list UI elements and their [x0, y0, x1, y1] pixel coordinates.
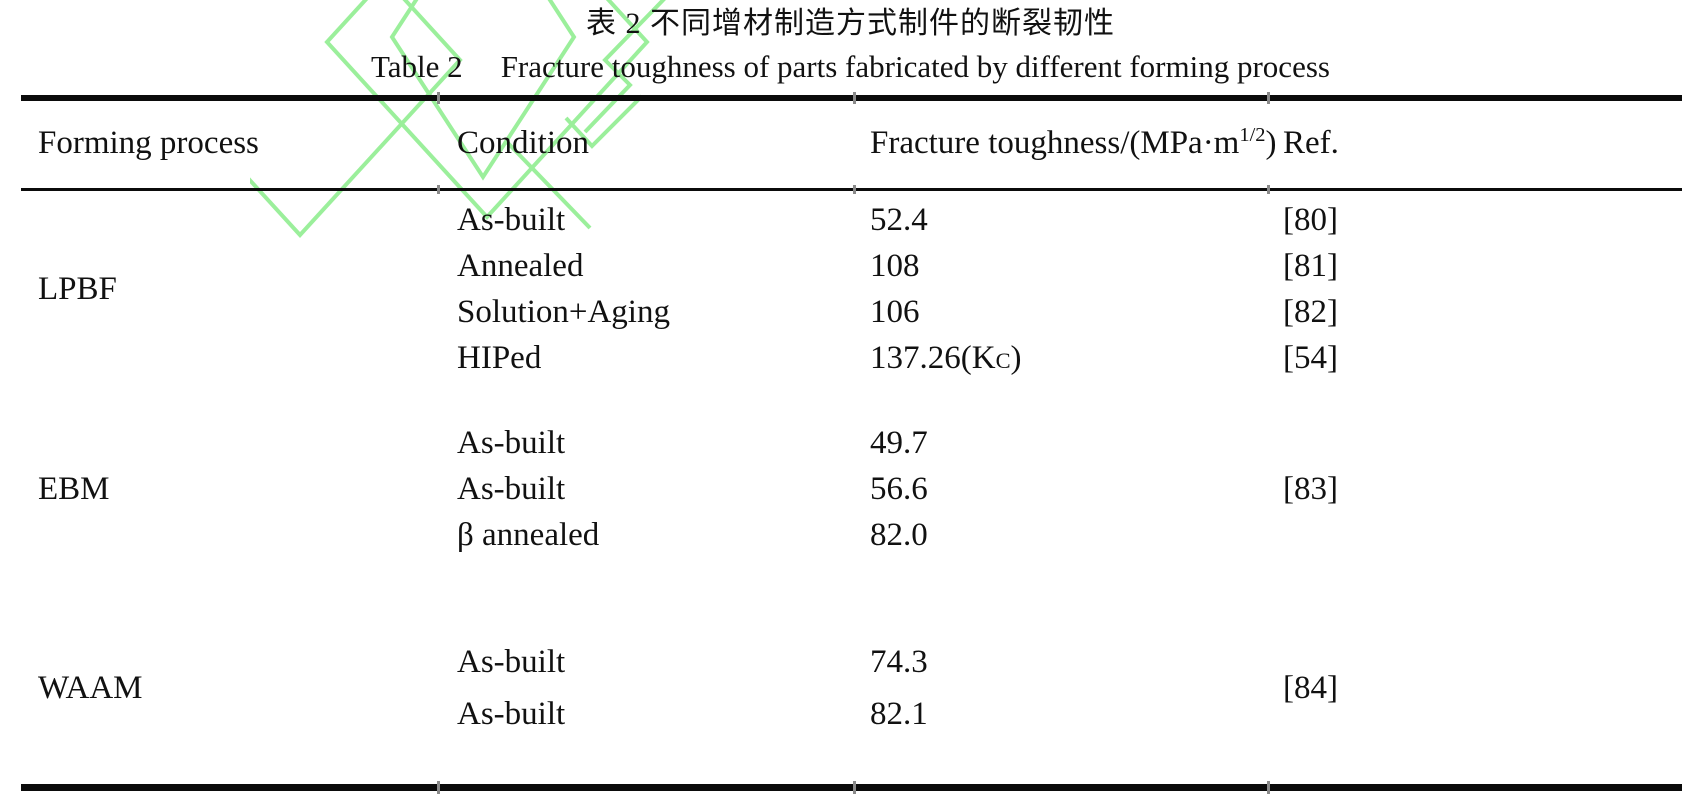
column-tick	[853, 92, 856, 104]
ref-cell: [80]	[1283, 202, 1338, 238]
table-caption-en-text: Fracture toughness of parts fabricated b…	[500, 49, 1330, 84]
header-fracture-toughness-base: Fracture toughness/(MPa·m	[870, 125, 1240, 161]
header-ref: Ref.	[1283, 125, 1339, 161]
column-tick	[1267, 92, 1270, 104]
value-subscript: C	[995, 348, 1011, 373]
ref-cell: [54]	[1283, 340, 1338, 376]
ref-cell: [81]	[1283, 248, 1338, 284]
table-caption-en: Table 2 Fracture toughness of parts fabri…	[0, 47, 1701, 87]
condition-cell: Annealed	[457, 248, 584, 284]
ref-cell: [84]	[1283, 670, 1338, 706]
value-cell: 106	[870, 294, 920, 330]
table-caption-en-label: Table 2	[371, 49, 463, 84]
header-unit-exponent: 1/2	[1239, 124, 1266, 146]
condition-cell: As-built	[457, 696, 566, 732]
condition-cell: β annealed	[457, 517, 600, 553]
value-cell: 108	[870, 248, 920, 284]
value-cell: 49.7	[870, 425, 928, 461]
header-condition: Condition	[457, 125, 590, 161]
condition-cell: As-built	[457, 644, 566, 680]
condition-cell: HIPed	[457, 340, 542, 376]
value-cell: 137.26(KC)	[870, 338, 1022, 378]
value-base: 137.26(K	[870, 340, 996, 376]
value-cell: 56.6	[870, 471, 928, 507]
header-fracture-toughness: Fracture toughness/(MPa·m1/2)	[870, 123, 1276, 163]
table-caption-zh: 表 2 不同增材制造方式制件的断裂韧性	[586, 7, 1115, 40]
table-top-border	[21, 95, 1682, 101]
value-cell: 74.3	[870, 644, 928, 680]
condition-cell: As-built	[457, 425, 566, 461]
column-tick	[853, 185, 856, 194]
column-tick	[1267, 185, 1270, 194]
column-tick	[437, 781, 440, 794]
group-label-lpbf: LPBF	[38, 271, 117, 307]
ref-cell: [83]	[1283, 471, 1338, 507]
value-close: )	[1010, 340, 1022, 376]
condition-cell: As-built	[457, 202, 566, 238]
value-cell: 82.1	[870, 696, 928, 732]
value-cell: 82.0	[870, 517, 928, 553]
condition-cell: As-built	[457, 471, 566, 507]
column-tick	[1267, 781, 1270, 794]
column-tick	[437, 92, 440, 104]
value-cell: 52.4	[870, 202, 928, 238]
column-tick	[437, 185, 440, 194]
group-label-ebm: EBM	[38, 471, 110, 507]
table-bottom-border	[21, 784, 1682, 791]
condition-cell: Solution+Aging	[457, 294, 670, 330]
group-label-waam: WAAM	[38, 670, 143, 706]
table-header-border	[21, 188, 1682, 191]
header-fracture-toughness-close: )	[1265, 125, 1277, 161]
ref-cell: [82]	[1283, 294, 1338, 330]
column-tick	[853, 781, 856, 794]
header-forming-process: Forming process	[38, 125, 259, 161]
